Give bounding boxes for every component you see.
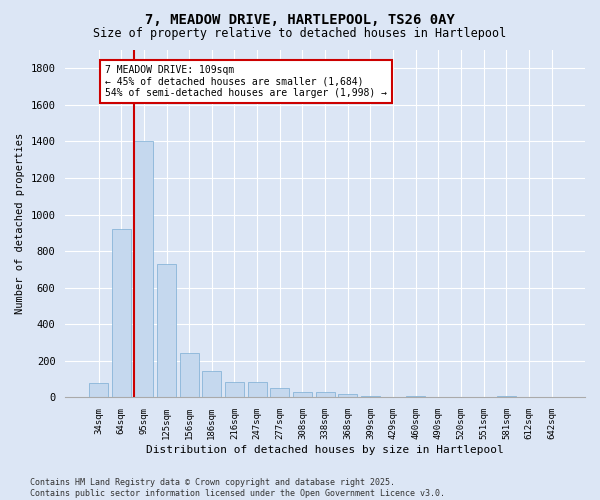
X-axis label: Distribution of detached houses by size in Hartlepool: Distribution of detached houses by size … [146,445,504,455]
Text: Size of property relative to detached houses in Hartlepool: Size of property relative to detached ho… [94,28,506,40]
Y-axis label: Number of detached properties: Number of detached properties [15,133,25,314]
Bar [157,264,176,398]
Bar [497,396,516,398]
Bar [89,383,108,398]
Bar [248,382,267,398]
Bar [406,396,425,398]
Bar [270,388,289,398]
Bar [225,382,244,398]
Bar [202,371,221,398]
Text: 7, MEADOW DRIVE, HARTLEPOOL, TS26 0AY: 7, MEADOW DRIVE, HARTLEPOOL, TS26 0AY [145,12,455,26]
Bar [293,392,312,398]
Text: 7 MEADOW DRIVE: 109sqm
← 45% of detached houses are smaller (1,684)
54% of semi-: 7 MEADOW DRIVE: 109sqm ← 45% of detached… [106,64,388,98]
Bar [134,142,154,398]
Bar [179,352,199,398]
Bar [361,396,380,398]
Bar [316,392,335,398]
Bar [338,394,358,398]
Bar [112,229,131,398]
Text: Contains HM Land Registry data © Crown copyright and database right 2025.
Contai: Contains HM Land Registry data © Crown c… [30,478,445,498]
Bar [383,396,403,398]
